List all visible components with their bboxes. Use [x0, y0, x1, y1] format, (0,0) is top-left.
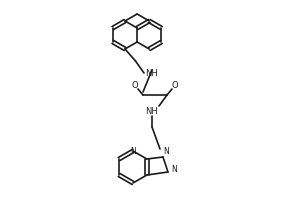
- Text: O: O: [172, 82, 178, 90]
- Text: N: N: [163, 148, 169, 156]
- Text: N: N: [171, 166, 177, 174]
- Text: NH: NH: [146, 108, 158, 116]
- Text: N: N: [130, 146, 136, 156]
- Text: O: O: [132, 82, 138, 90]
- Text: NH: NH: [146, 68, 158, 77]
